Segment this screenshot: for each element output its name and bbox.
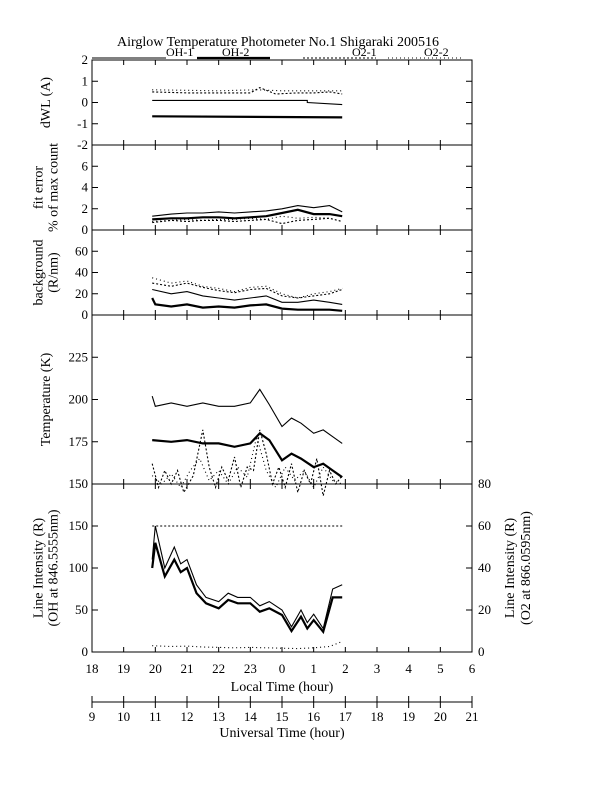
legend-label-o21: O2-1 [352, 45, 377, 59]
universal-time-tick-label: 18 [371, 709, 384, 724]
series-o22-line [152, 277, 343, 299]
series-o21-line [152, 86, 343, 95]
series-o21-line [151, 429, 343, 496]
y-axis-label: background [32, 239, 47, 305]
panel-fit: 6 4 2 0 fit error% of max count [32, 143, 473, 237]
universal-time-tick-label: 19 [402, 709, 415, 724]
y-tick-label: 175 [69, 434, 89, 449]
universal-time-tick-label: 11 [149, 709, 162, 724]
legend-label-o22: O2-2 [424, 45, 449, 59]
local-time-tick-label: 19 [117, 661, 130, 676]
series-oh1-line [152, 288, 343, 305]
y-axis-label: fit error [32, 166, 47, 209]
local-time-tick-label: 2 [342, 661, 349, 676]
legend: OH-1 OH-2 O2-1 O2-2 [92, 45, 461, 60]
y-tick-label: 200 [69, 392, 89, 407]
universal-time-tick-label: 16 [307, 709, 321, 724]
y-tick-label: 100 [69, 560, 89, 575]
chart-title: Airglow Temperature Photometer No.1 Shig… [117, 35, 439, 50]
y2-tick-label: 80 [478, 476, 491, 491]
y2-tick-label: 60 [478, 518, 491, 533]
local-time-tick-label: 5 [437, 661, 444, 676]
y-tick-label: 150 [69, 518, 89, 533]
y-axis-label: % of max count [47, 143, 62, 232]
y2-tick-label: 0 [478, 644, 485, 659]
series-oh2-line [151, 297, 343, 312]
local-time-axis-label: Local Time (hour) [231, 680, 334, 695]
series-oh2-line [152, 115, 343, 119]
y-axis-label: Temperature (K) [39, 352, 54, 446]
panel-frame-dwl [91, 59, 473, 146]
y-tick-label: 150 [69, 476, 89, 491]
y-tick-label: -2 [77, 137, 88, 152]
y-tick-label: 4 [82, 180, 89, 195]
universal-time-tick-label: 15 [276, 709, 289, 724]
local-time-tick-label: 23 [244, 661, 257, 676]
series-oh1-line [152, 99, 343, 106]
y-tick-label: 0 [82, 644, 89, 659]
y-tick-label: 2 [82, 52, 89, 67]
y-axis-label: (OH at 846.5555nm) [47, 509, 62, 626]
series-oh1-line [151, 525, 343, 630]
y-tick-label: 60 [75, 243, 88, 258]
local-time-tick-label: 1 [310, 661, 317, 676]
series-oh2-line [151, 542, 343, 635]
y-axis-label: Line Intensity (R) [32, 518, 47, 619]
local-time-tick-label: 6 [469, 661, 476, 676]
series-o21-line [152, 282, 343, 299]
y2-tick-label: 20 [478, 602, 491, 617]
y2-axis-label: Line Intensity (R) [503, 518, 518, 619]
universal-time-tick-label: 13 [212, 709, 225, 724]
local-time-tick-label: 0 [279, 661, 286, 676]
local-time-tick-label: 3 [374, 661, 381, 676]
local-time-tick-label: 4 [405, 661, 412, 676]
universal-time-tick-label: 21 [466, 709, 479, 724]
y-axis-label: (R/nm) [47, 252, 62, 293]
series-oh1-line [151, 388, 343, 444]
y-tick-label: 0 [82, 95, 89, 110]
series-o22-line [152, 89, 343, 92]
y-tick-label: 225 [69, 349, 89, 364]
local-time-tick-label: 21 [181, 661, 194, 676]
universal-time-tick-label: 9 [89, 709, 96, 724]
y-tick-label: 50 [75, 602, 88, 617]
y2-axis-label: (O2 at 866.0595nm) [519, 511, 534, 625]
y-axis-label: dWL (A) [39, 77, 54, 129]
universal-time-tick-label: 17 [339, 709, 353, 724]
y-tick-label: 0 [82, 222, 89, 237]
panel-bg: 60 40 20 0 background (R/nm) [32, 229, 473, 322]
y-tick-label: 2 [82, 201, 89, 216]
local-time-tick-label: 22 [212, 661, 225, 676]
y-tick-label: 6 [82, 158, 89, 173]
panel-dwl: 2 1 0 -1 -2 dWL (A) [39, 52, 473, 152]
y-tick-label: 0 [82, 307, 89, 322]
series-oh1-line [152, 205, 343, 217]
panel-frame-int [91, 483, 473, 653]
y-tick-label: 1 [82, 73, 89, 88]
panel-temp: 225 200 175 150 Temperature (K) [39, 314, 473, 496]
legend-label-oh1: OH-1 [166, 45, 193, 59]
legend-label-oh2: OH-2 [222, 45, 249, 59]
panel-frame-fit [91, 144, 473, 231]
universal-time-tick-label: 12 [181, 709, 194, 724]
y-tick-label: 20 [75, 286, 88, 301]
local-time-tick-label: 20 [149, 661, 162, 676]
universal-time-tick-label: 20 [434, 709, 447, 724]
y2-tick-label: 40 [478, 560, 491, 575]
y-tick-label: -1 [77, 116, 88, 131]
universal-time-tick-label: 14 [244, 709, 258, 724]
series-oh2-line [152, 208, 343, 221]
y-tick-label: 40 [75, 265, 88, 280]
universal-time-tick-label: 10 [117, 709, 130, 724]
local-time-tick-label: 18 [86, 661, 99, 676]
universal-time-axis-label: Universal Time (hour) [219, 726, 345, 741]
